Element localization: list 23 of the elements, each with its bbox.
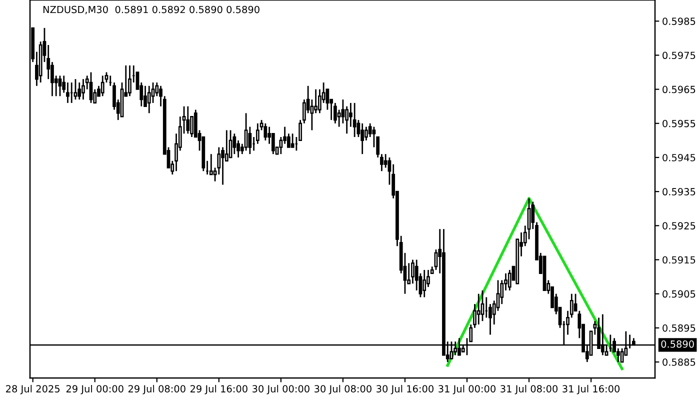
x-tick-label: 30 Jul 08:00 bbox=[314, 384, 372, 394]
y-tick-label: 0.5895 bbox=[662, 324, 696, 332]
x-tick-label: 30 Jul 16:00 bbox=[376, 384, 434, 394]
y-tick-label: 0.5985 bbox=[662, 18, 696, 25]
y-tick-label: 0.5915 bbox=[662, 256, 696, 264]
x-tick-label: 29 Jul 08:00 bbox=[128, 384, 186, 394]
x-tick-label: 29 Jul 00:00 bbox=[66, 384, 124, 394]
y-tick-label: 0.5885 bbox=[662, 358, 696, 366]
ref-line-label: 0.5890 bbox=[661, 340, 694, 348]
x-tick-label: 31 Jul 08:00 bbox=[500, 384, 558, 394]
y-tick-label: 0.5955 bbox=[662, 120, 696, 128]
x-tick-label: 31 Jul 16:00 bbox=[562, 384, 620, 394]
y-tick-label: 0.5965 bbox=[662, 86, 696, 94]
y-tick-label: 0.5925 bbox=[662, 222, 696, 230]
x-tick-label: 30 Jul 00:00 bbox=[252, 384, 310, 394]
x-tick-label: 31 Jul 00:00 bbox=[438, 384, 496, 394]
x-tick-label: 28 Jul 2025 bbox=[6, 384, 60, 394]
y-tick-label: 0.5975 bbox=[662, 52, 696, 60]
text: NZDUSD,M30 0.5891 0.5892 0.5890 0.5890 bbox=[43, 6, 260, 14]
y-tick-label: 0.5935 bbox=[662, 188, 696, 196]
x-tick-label: 29 Jul 16:00 bbox=[190, 384, 248, 394]
y-tick-label: 0.5905 bbox=[662, 290, 696, 298]
y-tick-label: 0.5945 bbox=[662, 154, 696, 162]
